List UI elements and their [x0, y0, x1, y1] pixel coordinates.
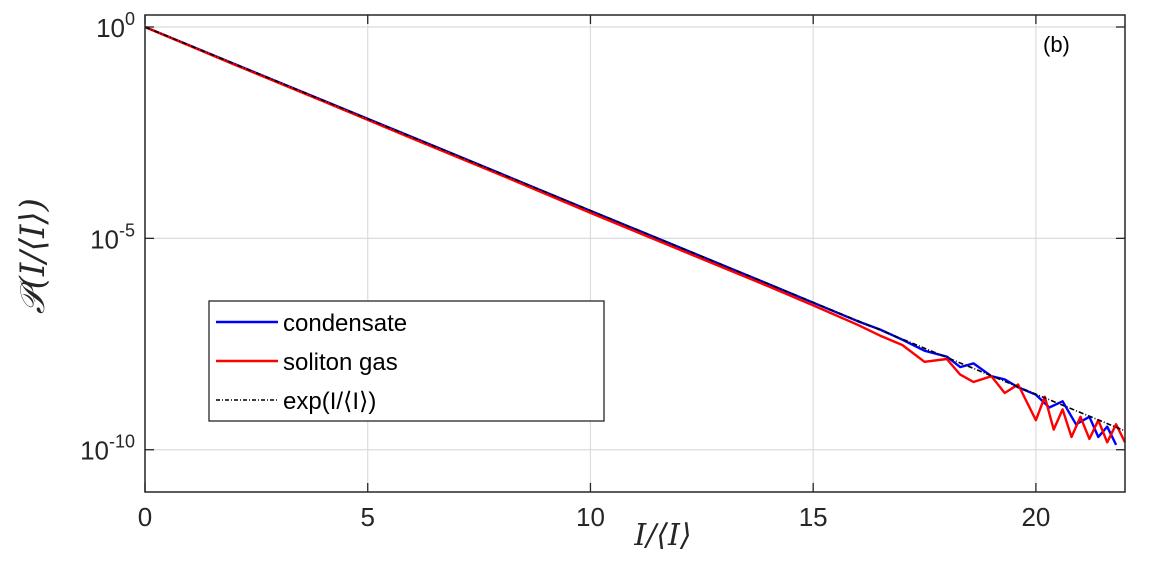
legend-item-condensate: condensate: [216, 310, 407, 337]
x-tick-label: 15: [799, 502, 828, 532]
x-tick-label: 20: [1021, 502, 1050, 532]
x-axis-label: I/⟨I⟩: [633, 518, 691, 553]
panel-annotation: (b): [1043, 32, 1070, 57]
tick-labels: 0 5 10 15 20 100 10-5 10-10: [80, 9, 1050, 532]
legend-label-exp: exp(I/⟨I⟩): [283, 388, 376, 415]
series-line-soliton-gas: [144, 25, 1127, 444]
legend: condensate soliton gas exp(I/⟨I⟩): [208, 300, 605, 422]
x-tick-label: 5: [360, 502, 374, 532]
y-tick-label: 100: [96, 9, 135, 43]
x-tick-label: 10: [576, 502, 605, 532]
y-tick-label: 10-10: [80, 432, 135, 466]
plot-frame: [144, 14, 1126, 493]
legend-item-soliton-gas: soliton gas: [216, 349, 398, 376]
ticks: [144, 15, 1125, 492]
y-axis-label: 𝒫(I/⟨I⟩): [13, 198, 53, 314]
y-tick-label: 10-5: [90, 220, 135, 254]
series-line-exp-i-i: [144, 26, 1126, 432]
grid: [144, 15, 1125, 492]
plot-lines: [144, 25, 1127, 446]
legend-label-condensate: condensate: [283, 310, 407, 337]
legend-label-soliton-gas: soliton gas: [283, 349, 398, 376]
x-tick-label: 0: [138, 502, 152, 532]
legend-item-exp: exp(I/⟨I⟩): [216, 388, 376, 415]
